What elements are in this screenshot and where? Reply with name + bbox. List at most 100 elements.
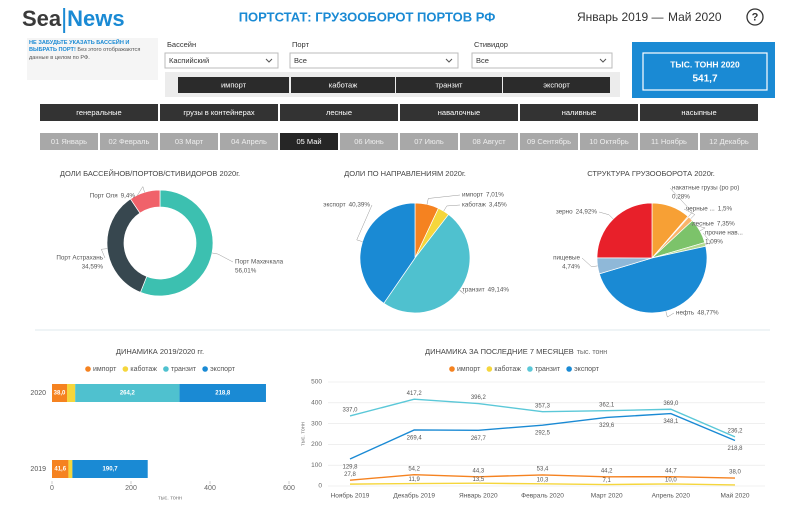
page-title: ПОРТСТАТ: ГРУЗООБОРОТ ПОРТОВ РФ [239, 9, 496, 24]
leader-line [443, 204, 461, 212]
cargo-label[interactable]: навалочные [438, 108, 480, 117]
month-label[interactable]: 03 Март [175, 137, 204, 146]
kpi-label: ТЫС. ТОНН 2020 [670, 59, 740, 69]
bar-value: 41,6 [54, 467, 66, 473]
month-button[interactable] [580, 133, 638, 150]
x-tick-label: 400 [204, 485, 216, 492]
direction-button[interactable] [178, 77, 289, 93]
cargo-label[interactable]: генеральные [76, 108, 121, 117]
point-label: 10,0 [665, 477, 677, 483]
legend-swatch [527, 366, 533, 372]
legend-label: импорт [457, 366, 481, 373]
point-label: 236,2 [727, 428, 743, 434]
cargo-button[interactable] [400, 104, 518, 121]
y-tick-label: 400 [311, 400, 322, 407]
point-label: 267,7 [471, 436, 487, 442]
cargo-button[interactable] [520, 104, 638, 121]
dropdown-value[interactable]: Все [294, 56, 307, 65]
notice: НЕ ЗАБУДЬТЕ УКАЗАТЬ БАССЕЙН И ВЫБРАТЬ ПО… [27, 38, 158, 80]
month-label[interactable]: 04 Апрель [231, 137, 267, 146]
chevron[interactable] [599, 58, 607, 63]
month-label[interactable]: 02 Февраль [109, 137, 150, 146]
slice-label: лесные [692, 221, 714, 228]
y-tick-label: 500 [311, 379, 322, 386]
month-button[interactable] [160, 133, 218, 150]
legend-label: каботаж [130, 365, 157, 373]
month-label[interactable]: 01 Январь [51, 137, 87, 146]
cargo-button[interactable] [640, 104, 758, 121]
line [349, 482, 736, 486]
direction-label[interactable]: транзит [436, 80, 464, 89]
direction-label[interactable]: экспорт [543, 80, 570, 89]
legend-label: экспорт [210, 366, 236, 373]
slice-label: прочие нав... [705, 230, 743, 237]
dropdown[interactable] [164, 52, 279, 69]
leader-line [669, 187, 693, 217]
point-label: 53,4 [537, 466, 549, 472]
slice [596, 202, 653, 259]
point-label: 357,3 [535, 403, 551, 409]
slice-label: нефть [676, 310, 695, 317]
dropdown-value[interactable]: Каспийский [169, 56, 209, 65]
slice-value: 34,59% [82, 264, 104, 271]
direction-button[interactable] [396, 77, 502, 93]
help-icon[interactable]: ? [752, 11, 759, 23]
month-label[interactable]: 05 Май [296, 137, 321, 146]
month-label[interactable]: 08 Август [473, 137, 507, 146]
slice-label: транзит [462, 287, 485, 294]
cargo-button[interactable] [160, 104, 278, 121]
kpi-card [632, 42, 775, 98]
cargo-button[interactable] [280, 104, 398, 121]
month-label[interactable]: 11 Ноябрь [651, 137, 687, 146]
cargo-label[interactable]: наливные [562, 108, 597, 117]
chevron[interactable] [265, 58, 273, 63]
month-button[interactable] [220, 133, 278, 150]
chevron[interactable] [445, 58, 453, 63]
cargo-button[interactable] [40, 104, 158, 121]
point-label: 44,7 [665, 468, 677, 474]
month-button[interactable] [100, 133, 158, 150]
help-button[interactable] [746, 8, 764, 26]
month-button[interactable] [340, 133, 398, 150]
cargo-label[interactable]: грузы в контейнерах [183, 108, 255, 117]
cargo-label[interactable]: насыпные [681, 108, 716, 117]
dropdown[interactable] [471, 52, 613, 69]
point-label: 13,5 [472, 477, 484, 483]
category-label: 2020 [30, 390, 46, 397]
point-label: 329,6 [599, 423, 615, 429]
chart-subtitle: тыс. тонн [577, 349, 608, 356]
month-button[interactable] [700, 133, 758, 150]
month-button[interactable] [460, 133, 518, 150]
cargo-label[interactable]: лесные [326, 108, 352, 117]
direction-label[interactable]: каботаж [329, 80, 357, 89]
month-button[interactable] [400, 133, 458, 150]
leader-line [100, 248, 108, 259]
direction-button[interactable] [291, 77, 395, 93]
slice-value: 0,28% [672, 194, 690, 201]
legend-swatch [449, 366, 455, 372]
point-label: 11,9 [409, 477, 421, 483]
point-label: 27,8 [344, 472, 356, 478]
month-label[interactable]: 12 Декабрь [709, 137, 749, 146]
month-label[interactable]: 07 Июль [414, 137, 444, 146]
month-button[interactable] [280, 133, 338, 150]
dropdown-value[interactable]: Все [476, 56, 489, 65]
month-button[interactable] [520, 133, 578, 150]
x-tick-label: Февраль 2020 [521, 493, 564, 500]
dropdown[interactable] [289, 52, 459, 69]
month-label[interactable]: 06 Июнь [354, 137, 384, 146]
month-label[interactable]: 10 Октябрь [589, 137, 629, 146]
leader-line [136, 185, 145, 197]
y-axis-label: тыс. тонн [300, 422, 306, 446]
month-button[interactable] [640, 133, 698, 150]
slice-value: 3,45% [489, 202, 507, 209]
logo: News [67, 6, 124, 31]
month-button[interactable] [40, 133, 98, 150]
legend-swatch [486, 366, 493, 372]
direction-button[interactable] [503, 77, 610, 93]
month-label[interactable]: 09 Сентябрь [527, 137, 571, 146]
legend-label: каботаж [494, 365, 521, 373]
point-label: 54,2 [408, 466, 420, 472]
chart-title: ДИНАМИКА ЗА ПОСЛЕДНИЕ 7 МЕСЯЦЕВ [425, 347, 574, 356]
direction-label[interactable]: импорт [221, 80, 247, 89]
